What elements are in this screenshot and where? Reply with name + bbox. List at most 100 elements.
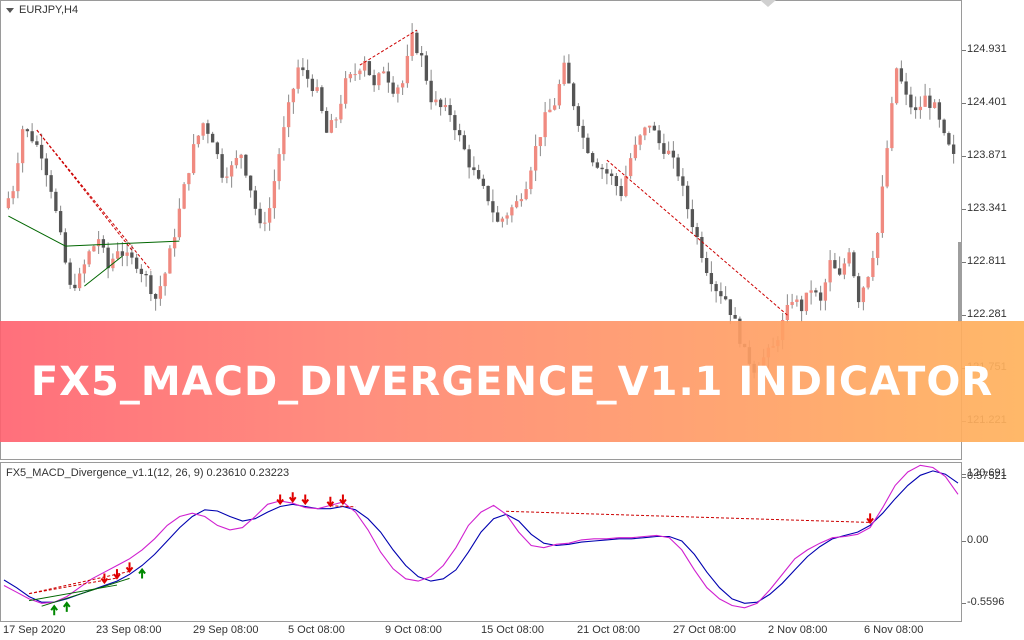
candle-body — [182, 184, 186, 209]
bearish-arrow-icon — [288, 492, 297, 503]
candle-body — [191, 144, 196, 174]
bearish-arrow-icon — [100, 573, 109, 585]
bullish-divergence-line — [84, 255, 123, 287]
banner-title: FX5_MACD_DIVERGENCE_V1.1 INDICATOR — [30, 358, 994, 405]
candle-body — [643, 127, 647, 136]
candle-body — [609, 173, 614, 177]
candle-body — [400, 83, 405, 88]
candle-body — [586, 137, 590, 154]
macd-main-line — [3, 470, 959, 604]
candle-body — [595, 162, 600, 168]
candle-body — [381, 71, 386, 74]
price-tick-label: 122.281 — [967, 308, 1007, 320]
candle-body — [296, 67, 300, 89]
candle-body — [419, 53, 424, 56]
candle-body — [885, 148, 889, 187]
candle-body — [695, 227, 699, 238]
time-tick-label: 9 Oct 08:00 — [385, 624, 442, 636]
candle-body — [638, 135, 642, 145]
candle-body — [429, 80, 433, 103]
price-tick-label: 123.341 — [967, 202, 1007, 214]
candle-body — [144, 274, 148, 276]
candle-body — [923, 95, 927, 107]
candle-body — [267, 208, 272, 223]
time-tick-label: 27 Oct 08:00 — [673, 624, 736, 636]
candle-body — [286, 102, 291, 128]
candle-body — [538, 137, 543, 147]
candle-body — [457, 130, 462, 136]
candle-body — [723, 296, 728, 300]
candle-body — [890, 103, 894, 149]
candle-body — [229, 165, 234, 177]
candle-body — [277, 154, 281, 182]
candle-body — [704, 258, 709, 274]
candle-body — [120, 251, 125, 256]
candle-body — [244, 154, 248, 176]
candle-body — [804, 292, 809, 312]
candle-body — [453, 115, 457, 131]
candle-body — [324, 110, 329, 133]
time-tick-label: 29 Sep 08:00 — [193, 624, 259, 636]
candle-body — [396, 87, 400, 94]
dropdown-triangle-icon[interactable] — [6, 7, 14, 13]
candle-body — [168, 248, 172, 274]
macd-tick-mark — [962, 476, 966, 478]
macd-axis: 0.57521 0.00 -0.5596 — [962, 462, 1024, 622]
candle-body — [348, 74, 353, 79]
candle-body — [486, 185, 490, 202]
candle-body — [510, 207, 514, 216]
price-chart-frame — [0, 0, 962, 460]
candle-body — [823, 282, 828, 301]
candle-body — [562, 62, 566, 85]
candle-body — [828, 260, 832, 283]
candle-body — [239, 154, 243, 158]
candle-body — [861, 287, 866, 303]
indicator-label: FX5_MACD_Divergence_v1.1(12, 26, 9) 0.23… — [6, 467, 290, 479]
candle-body — [310, 78, 315, 91]
candle-body — [206, 123, 210, 134]
candle-body — [248, 175, 253, 191]
candle-body — [495, 212, 500, 222]
candle-body — [44, 158, 49, 176]
candle-body — [833, 260, 837, 269]
candle-body — [932, 102, 937, 108]
current-price-marker — [958, 242, 962, 322]
candle-body — [909, 94, 913, 108]
candle-body — [448, 105, 452, 116]
candle-body — [871, 257, 875, 277]
candle-body — [339, 103, 343, 120]
price-tick-mark — [962, 209, 966, 210]
candle-body — [657, 130, 661, 144]
candle-body — [937, 102, 942, 120]
candle-body — [614, 176, 619, 187]
price-chart-pane[interactable]: 124.931 124.401 123.871 123.341 122.811 122.2… — [0, 0, 1024, 479]
candlestick-chart[interactable] — [0, 0, 962, 460]
chart-shift-marker[interactable] — [760, 0, 776, 7]
candle-body — [177, 208, 182, 238]
candle-body — [282, 127, 286, 155]
time-tick-label: 5 Oct 08:00 — [288, 624, 345, 636]
candle-body — [700, 237, 704, 259]
candle-body — [20, 129, 25, 164]
time-tick-label: 6 Nov 08:00 — [864, 624, 924, 636]
macd-bearish-divergence-line — [28, 570, 130, 595]
candle-body — [134, 257, 139, 269]
price-tick-label: 120.691 — [967, 467, 1007, 479]
candle-body — [253, 190, 258, 209]
candle-body — [353, 74, 357, 76]
candle-body — [652, 125, 657, 131]
candle-body — [225, 176, 229, 178]
candle-body — [372, 75, 376, 86]
candle-body — [799, 299, 804, 312]
candle-body — [666, 150, 671, 154]
candle-body — [472, 167, 476, 171]
time-tick-label: 21 Oct 08:00 — [577, 624, 640, 636]
candle-body — [58, 211, 63, 233]
macd-chart[interactable] — [0, 462, 962, 622]
macd-indicator-pane[interactable]: 0.57521 0.00 -0.5596 — [0, 462, 1024, 622]
candle-body — [576, 106, 581, 126]
candle-body — [434, 99, 438, 103]
candle-body — [291, 88, 296, 103]
candle-body — [73, 284, 77, 289]
price-tick-mark — [962, 50, 966, 51]
